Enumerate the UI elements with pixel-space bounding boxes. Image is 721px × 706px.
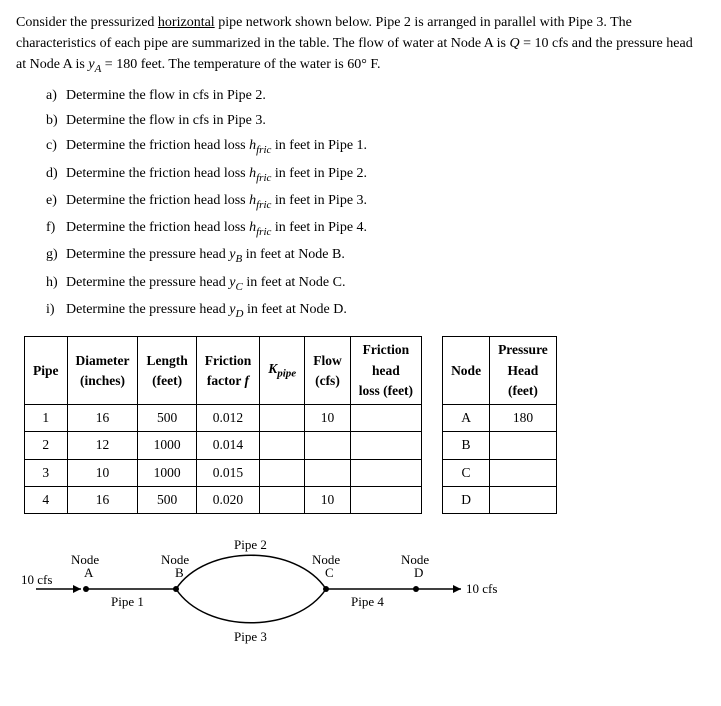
table-row: 4 16 500 0.020 10 [25,486,422,513]
question-c: c)Determine the friction head loss hfric… [46,135,705,158]
question-b: b)Determine the flow in cfs in Pipe 3. [46,110,705,131]
inflow-label: 10 cfs [21,572,52,587]
node-table: Node PressureHead(feet) A 180 B C D [442,336,557,514]
pipe-table: Pipe Diameter(inches) Length(feet) Frict… [24,336,422,514]
table-row: 3 10 1000 0.015 [25,459,422,486]
question-e: e)Determine the friction head loss hfric… [46,190,705,213]
table-row: C [443,459,557,486]
table-row: B [443,432,557,459]
col-node: Node [443,337,490,405]
table-row: D [443,486,557,513]
pipe4-label: Pipe 4 [351,594,384,609]
question-d: d)Determine the friction head loss hfric… [46,163,705,186]
pipe3-label: Pipe 3 [234,629,267,644]
col-friction-head: Frictionheadloss (feet) [350,337,421,405]
question-b-text: Determine the flow in cfs in Pipe 3. [66,113,266,128]
col-length: Length(feet) [138,337,196,405]
col-kpipe: Kpipe [260,337,305,405]
question-list: a)Determine the flow in cfs in Pipe 2. b… [46,85,705,322]
question-g: g)Determine the pressure head yB in feet… [46,244,705,267]
node-d-letter: D [414,565,423,580]
question-a: a)Determine the flow in cfs in Pipe 2. [46,85,705,106]
question-h: h)Determine the pressure head yC in feet… [46,272,705,295]
question-f: f)Determine the friction head loss hfric… [46,217,705,240]
table-row: 2 12 1000 0.014 [25,432,422,459]
col-pipe: Pipe [25,337,68,405]
question-a-text: Determine the flow in cfs in Pipe 2. [66,88,266,103]
node-a-letter: A [84,565,94,580]
col-diameter: Diameter(inches) [67,337,138,405]
pipe-network-diagram: 10 cfs Node A Pipe 1 Node B Pipe 2 Pipe … [16,524,705,651]
node-table-header: Node PressureHead(feet) [443,337,557,405]
node-b-letter: B [175,565,184,580]
node-c-letter: C [325,565,334,580]
outflow-label: 10 cfs [466,581,497,596]
col-pressure-head: PressureHead(feet) [490,337,557,405]
question-i: i)Determine the pressure head yD in feet… [46,299,705,322]
table-row: 1 16 500 0.012 10 [25,405,422,432]
pipe1-label: Pipe 1 [111,594,144,609]
col-flow: Flow(cfs) [305,337,351,405]
problem-intro: Consider the pressurized horizontal pipe… [16,12,705,77]
table-row: A 180 [443,405,557,432]
col-friction-factor: Frictionfactor f [196,337,260,405]
pipe-table-header: Pipe Diameter(inches) Length(feet) Frict… [25,337,422,405]
pipe2-label: Pipe 2 [234,537,267,552]
